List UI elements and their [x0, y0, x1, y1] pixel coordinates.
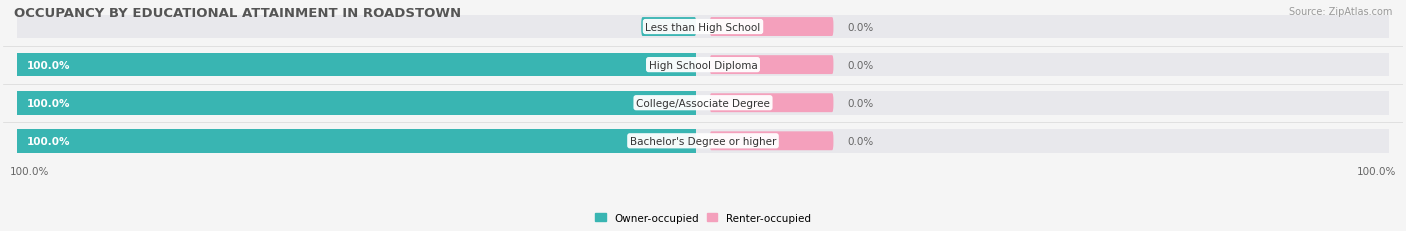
FancyBboxPatch shape: [641, 18, 696, 37]
Bar: [17, 91, 1389, 115]
Text: College/Associate Degree: College/Associate Degree: [636, 98, 770, 108]
Text: 100.0%: 100.0%: [27, 98, 70, 108]
Text: Bachelor's Degree or higher: Bachelor's Degree or higher: [630, 136, 776, 146]
Text: 100.0%: 100.0%: [10, 167, 49, 176]
FancyBboxPatch shape: [710, 132, 834, 151]
Bar: [17, 129, 696, 153]
Text: High School Diploma: High School Diploma: [648, 60, 758, 70]
Text: 100.0%: 100.0%: [27, 136, 70, 146]
Text: OCCUPANCY BY EDUCATIONAL ATTAINMENT IN ROADSTOWN: OCCUPANCY BY EDUCATIONAL ATTAINMENT IN R…: [14, 7, 461, 20]
Text: 0.0%: 0.0%: [657, 22, 682, 32]
FancyBboxPatch shape: [641, 56, 696, 75]
Text: 100.0%: 100.0%: [1357, 167, 1396, 176]
Bar: [17, 129, 1389, 153]
Legend: Owner-occupied, Renter-occupied: Owner-occupied, Renter-occupied: [595, 213, 811, 223]
Text: 0.0%: 0.0%: [848, 136, 873, 146]
Text: 0.0%: 0.0%: [848, 98, 873, 108]
Bar: [17, 54, 1389, 77]
FancyBboxPatch shape: [641, 132, 696, 151]
Bar: [17, 91, 696, 115]
Text: Less than High School: Less than High School: [645, 22, 761, 32]
FancyBboxPatch shape: [641, 94, 696, 113]
Text: 0.0%: 0.0%: [848, 22, 873, 32]
Text: 0.0%: 0.0%: [848, 60, 873, 70]
FancyBboxPatch shape: [710, 94, 834, 113]
FancyBboxPatch shape: [710, 18, 834, 37]
Bar: [17, 16, 1389, 39]
Text: Source: ZipAtlas.com: Source: ZipAtlas.com: [1288, 7, 1392, 17]
Text: 100.0%: 100.0%: [27, 60, 70, 70]
Bar: [17, 54, 696, 77]
FancyBboxPatch shape: [710, 56, 834, 75]
